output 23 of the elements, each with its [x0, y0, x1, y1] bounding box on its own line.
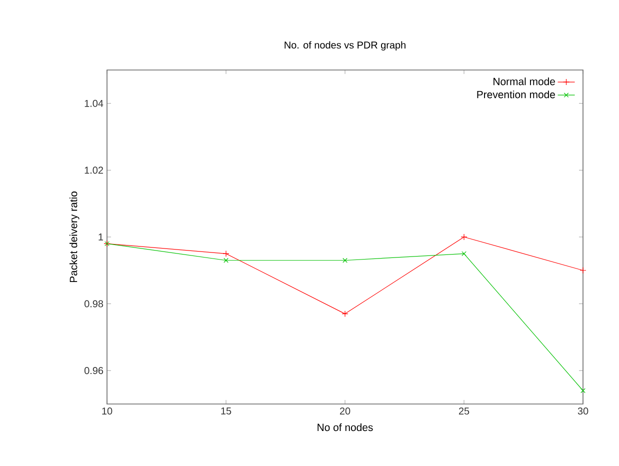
y-tick-label: 1.04 [84, 100, 104, 107]
point [224, 258, 228, 263]
x-tick-label: 30 [578, 408, 588, 415]
x-tick-label: 15 [221, 408, 232, 414]
point [580, 267, 586, 274]
point [222, 250, 230, 257]
legend-label: Prevention mode [477, 90, 555, 98]
point [342, 258, 348, 263]
y-axis-title: Packet deivery ratio [70, 192, 80, 282]
x-tick-label: 20 [340, 408, 350, 415]
legend-label: Normal mode [494, 78, 555, 86]
point [342, 310, 348, 318]
x-axis-title: No of nodes [318, 423, 373, 432]
point [460, 234, 468, 240]
chart-title: No. of nodes vs PDR graph [284, 41, 406, 51]
point [462, 251, 466, 256]
x-tick-label: 25 [458, 408, 470, 415]
y-tick-label: 1.02 [84, 166, 103, 174]
y-tick-label: 0.98 [84, 300, 104, 308]
point [580, 388, 586, 394]
y-tick-label: 0.96 [84, 367, 104, 374]
x-tick-label: 10 [102, 408, 112, 415]
y-tick-label: 1 [98, 234, 104, 240]
